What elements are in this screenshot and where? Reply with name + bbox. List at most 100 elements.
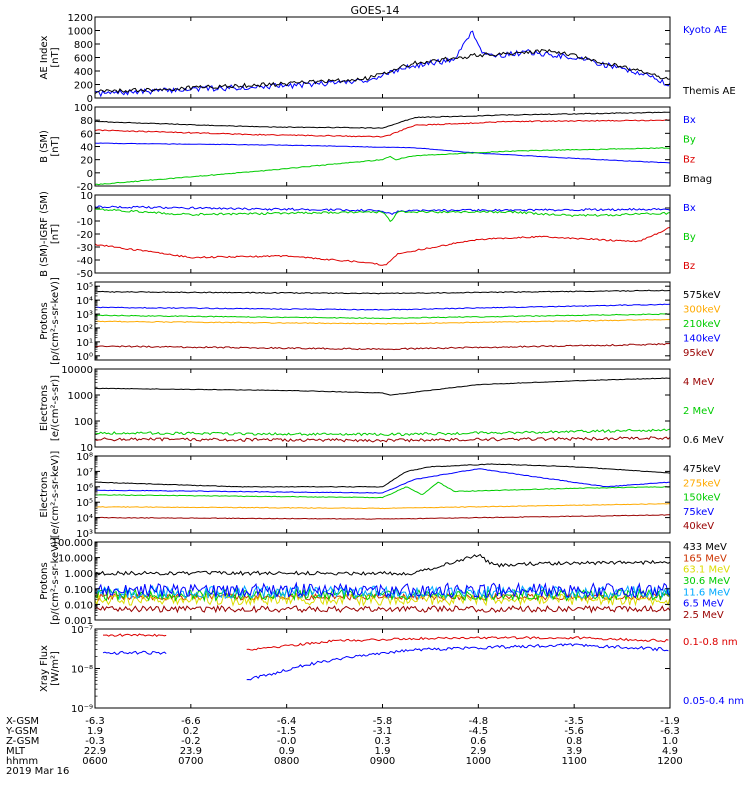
x-row-label-1: Y-GSM [5, 726, 38, 737]
y-tick-label-xray-2: 10⁻⁷ [71, 625, 93, 636]
y-tick-label-bsm-6: 100 [74, 103, 93, 114]
y-tick-label-ae-1: 200 [74, 81, 93, 92]
series-line-ae-1 [94, 48, 671, 95]
y-tick-label-bigrf-6: 10 [80, 191, 93, 202]
y-tick-label-xray-0: 10⁻⁹ [71, 704, 93, 715]
legend-entry-electrons_hi-1: 2 MeV [683, 406, 714, 417]
panel-protons_hi: 10⁰ 10¹ 10² 10³ 10⁴ 10⁵ Protons [p/(cm²-s-sr-ke… [39, 277, 721, 365]
y-axis-title-bsm-1: [nT] [50, 136, 61, 156]
y-tick-label-protons_hi-5: 10⁵ [76, 282, 93, 293]
series-line-electrons_lo-1 [94, 503, 671, 510]
y-tick-label-protons_lo-5: 100.000 [52, 538, 93, 549]
y-axis-title-xray-0: Xray Flux [39, 645, 50, 692]
series-line-protons_hi-4 [94, 342, 671, 351]
legend-entry-electrons_lo-1: 275keV [683, 478, 721, 489]
x-row-value-4-4: 1000 [466, 756, 491, 767]
x-row-value-4-2: 0800 [274, 756, 299, 767]
y-tick-label-bigrf-5: 0 [87, 204, 93, 215]
series-line-xray-0-0 [103, 633, 167, 637]
series-line-electrons_hi-1 [94, 428, 671, 437]
x-row-value-2-3: 0.3 [375, 736, 391, 747]
x-row-value-1-0: 1.9 [87, 726, 103, 737]
x-row-value-4-3: 0900 [370, 756, 395, 767]
y-tick-label-ae-0: 0 [87, 94, 93, 105]
x-row-value-0-0: -6.3 [85, 716, 105, 727]
y-axis-title-protons_hi-1: [p/(cm²-s-sr-keV)] [50, 277, 61, 365]
series-line-bigrf-1 [94, 208, 671, 223]
x-row-label-4: hhmm [6, 756, 38, 767]
panel-frame-bsm [94, 106, 671, 187]
legend-entry-protons_lo-1: 165 MeV [683, 553, 727, 564]
y-axis-title-ae-0: AE Index [39, 35, 50, 79]
legend-entry-electrons_lo-4: 40keV [683, 521, 714, 532]
y-tick-label-protons_hi-0: 10⁰ [76, 352, 93, 363]
x-row-value-3-5: 3.9 [566, 746, 582, 757]
x-row-value-4-5: 1100 [561, 756, 586, 767]
x-row-value-1-6: -6.3 [660, 726, 680, 737]
y-tick-label-protons_hi-4: 10⁴ [76, 296, 93, 307]
y-tick-label-protons_hi-2: 10² [76, 324, 93, 335]
y-tick-label-electrons_lo-3: 10⁶ [76, 483, 93, 494]
y-axis-title-bigrf-1: [nT] [50, 224, 61, 244]
x-row-value-3-0: 22.9 [84, 746, 106, 757]
series-line-xray-1-0 [102, 650, 167, 655]
y-tick-label-protons_lo-3: 1.000 [64, 569, 93, 580]
legend-entry-protons_hi-2: 210keV [683, 319, 721, 330]
legend-entry-protons_lo-3: 30.6 MeV [683, 576, 730, 587]
y-tick-label-protons_lo-0: 0.001 [64, 616, 93, 627]
y-tick-label-protons_lo-1: 0.010 [64, 600, 93, 611]
y-tick-label-bsm-0: -20 [77, 182, 93, 193]
legend-entry-protons_hi-1: 300keV [683, 305, 721, 316]
x-row-label-3: MLT [6, 746, 26, 757]
series-line-protons_lo-0 [94, 553, 671, 576]
x-row-value-0-4: -4.8 [469, 716, 489, 727]
x-row-value-3-6: 4.9 [662, 746, 678, 757]
panel-bigrf: -50 -40 -30 -20 -10 0 10 B (SM)-IGRF (SM) [nT] Bx… [39, 191, 696, 280]
legend-entry-ae-1: Themis AE [682, 86, 736, 97]
y-tick-label-electrons_hi-0: 10 [80, 443, 93, 454]
x-row-value-2-6: 1.0 [662, 736, 678, 747]
x-axis-table: X-GSM -6.3 -6.6 -6.4 -5.8 -4.8 -3.5 -1.9 Y-GSM 1.… [5, 716, 683, 777]
y-tick-label-bsm-5: 80 [80, 116, 93, 127]
series-line-xray-0-1 [246, 636, 669, 651]
x-row-value-2-0: -0.3 [85, 736, 105, 747]
y-tick-label-protons_hi-1: 10¹ [76, 338, 93, 349]
legend-entry-protons_lo-6: 2.5 MeV [683, 610, 724, 621]
legend-entry-protons_hi-4: 95keV [683, 348, 714, 359]
series-line-electrons_hi-0 [94, 436, 671, 443]
series-line-protons_hi-0 [95, 289, 671, 295]
y-tick-label-ae-6: 1200 [68, 13, 93, 24]
y-tick-label-electrons_hi-2: 1000 [68, 391, 93, 402]
series-line-bigrf-2 [94, 227, 671, 266]
y-tick-label-bsm-3: 40 [80, 143, 93, 154]
y-tick-label-electrons_hi-3: 10000 [61, 365, 93, 376]
y-tick-label-electrons_lo-4: 10⁷ [76, 467, 93, 478]
panel-bsm: -20 0 20 40 60 80 100 B (SM) [nT] Bx By Bz Bmag [39, 103, 712, 193]
y-axis-title-electrons_hi-0: Electrons [39, 385, 50, 431]
y-axis-title-bsm-0: B (SM) [39, 130, 50, 163]
y-tick-label-bigrf-0: -50 [77, 269, 93, 280]
y-axis-title-ae-1: [nT] [50, 47, 61, 67]
legend-entry-xray-1: 0.05-0.4 nm [683, 696, 744, 707]
legend-entry-ae-0: Kyoto AE [683, 25, 727, 36]
y-axis-title-electrons_hi-1: [e/(cm²-s-sr)] [50, 375, 61, 441]
x-row-value-2-5: 0.8 [566, 736, 582, 747]
series-line-protons_hi-3 [94, 303, 671, 311]
y-axis-title-protons_hi-0: Protons [39, 302, 50, 339]
legend-entry-protons_lo-4: 11.6 MeV [683, 587, 730, 598]
panel-frame-xray [94, 628, 671, 709]
y-tick-label-ae-4: 800 [74, 40, 93, 51]
series-line-bsm-3 [94, 111, 671, 129]
x-row-value-1-3: -3.1 [373, 726, 393, 737]
panel-ae: 0 200 400 600 800 1000 1200 AE Index [nT] Kyoto A… [39, 13, 736, 105]
x-row-value-4-1: 0700 [178, 756, 203, 767]
legend-entry-electrons_hi-0: 4 MeV [683, 377, 714, 388]
series-line-ae-0 [94, 30, 671, 98]
legend-entry-electrons_hi-2: 0.6 MeV [683, 435, 724, 446]
x-row-value-3-3: 1.9 [375, 746, 391, 757]
legend-entry-electrons_lo-2: 150keV [683, 493, 721, 504]
series-line-protons_lo-5 [94, 581, 671, 599]
x-row-value-3-4: 2.9 [470, 746, 486, 757]
y-tick-label-electrons_lo-5: 10⁸ [76, 452, 93, 463]
